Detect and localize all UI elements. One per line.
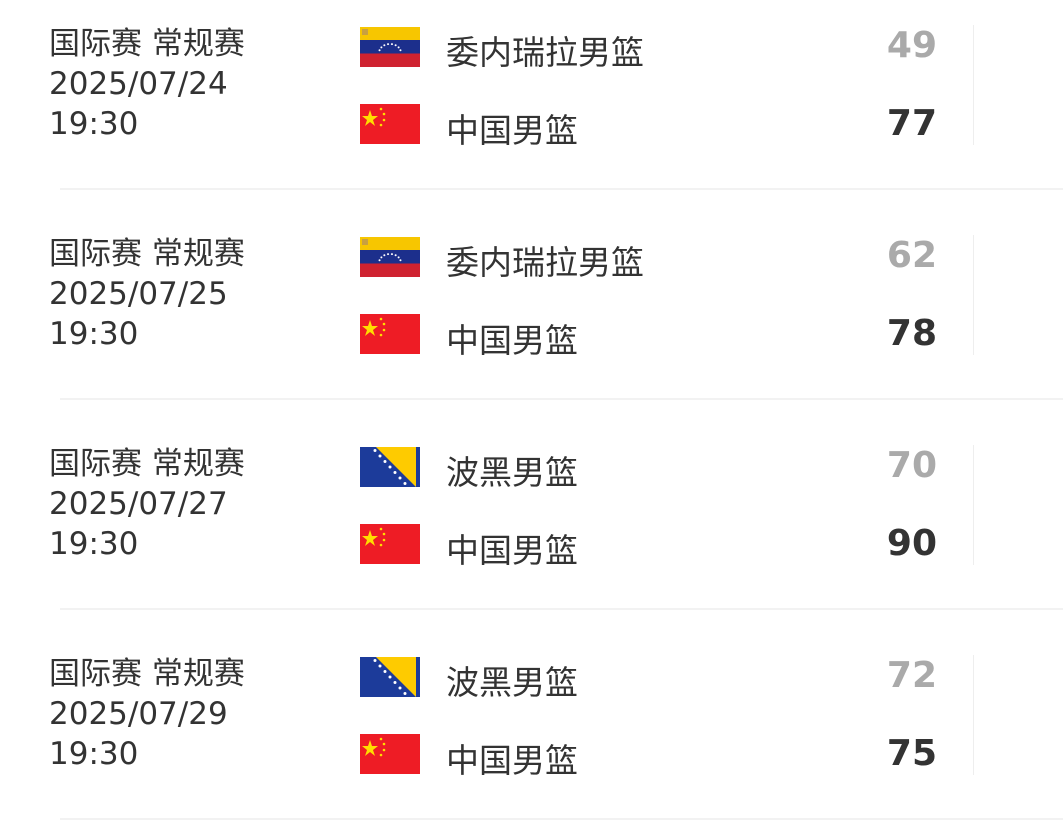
league-label: 国际赛 常规赛 xyxy=(49,656,245,692)
china-flag-icon xyxy=(360,524,420,564)
match-row[interactable]: 国际赛 常规赛 2025/07/29 19:30 波黑男篮 72 中国男篮 75 xyxy=(0,630,1063,840)
league-label: 国际赛 常规赛 xyxy=(49,236,245,272)
away-team-score: 78 xyxy=(886,313,937,354)
match-date: 2025/07/24 xyxy=(49,66,228,102)
venezuela-flag-icon xyxy=(360,237,420,277)
china-flag-icon xyxy=(360,734,420,774)
match-date: 2025/07/25 xyxy=(49,276,228,312)
home-team-score: 62 xyxy=(886,235,937,276)
home-team-score: 49 xyxy=(886,25,937,66)
match-info: 国际赛 常规赛 2025/07/25 19:30 xyxy=(49,234,245,354)
china-flag-icon xyxy=(360,314,420,354)
match-time: 19:30 xyxy=(49,106,139,142)
away-team-score: 75 xyxy=(886,733,937,774)
away-team-name: 中国男篮 xyxy=(446,531,578,570)
home-team-name: 波黑男篮 xyxy=(446,453,578,492)
home-team-name: 波黑男篮 xyxy=(446,663,578,702)
match-row[interactable]: 国际赛 常规赛 2025/07/27 19:30 波黑男篮 70 中国男篮 90 xyxy=(0,420,1063,630)
home-team-score: 72 xyxy=(886,655,937,696)
column-divider xyxy=(973,25,974,145)
league-label: 国际赛 常规赛 xyxy=(49,26,245,62)
row-divider xyxy=(60,188,1063,190)
match-time: 19:30 xyxy=(49,526,139,562)
match-time: 19:30 xyxy=(49,736,139,772)
away-team-name: 中国男篮 xyxy=(446,741,578,780)
row-divider xyxy=(60,398,1063,400)
venezuela-flag-icon xyxy=(360,27,420,67)
china-flag-icon xyxy=(360,104,420,144)
home-team-score: 70 xyxy=(886,445,937,486)
bosnia-flag-icon xyxy=(360,447,420,487)
home-team-name: 委内瑞拉男篮 xyxy=(446,33,644,72)
away-team-score: 90 xyxy=(886,523,937,564)
match-info: 国际赛 常规赛 2025/07/29 19:30 xyxy=(49,654,245,774)
match-info: 国际赛 常规赛 2025/07/27 19:30 xyxy=(49,444,245,564)
match-info: 国际赛 常规赛 2025/07/24 19:30 xyxy=(49,24,245,144)
home-team-name: 委内瑞拉男篮 xyxy=(446,243,644,282)
match-row[interactable]: 国际赛 常规赛 2025/07/25 19:30 委内瑞拉男篮 62 中国男篮 … xyxy=(0,210,1063,420)
column-divider xyxy=(973,655,974,775)
league-label: 国际赛 常规赛 xyxy=(49,446,245,482)
away-team-name: 中国男篮 xyxy=(446,111,578,150)
column-divider xyxy=(973,235,974,355)
match-row[interactable]: 国际赛 常规赛 2025/07/24 19:30 委内瑞拉男篮 49 中国男篮 … xyxy=(0,0,1063,210)
match-date: 2025/07/27 xyxy=(49,486,228,522)
match-time: 19:30 xyxy=(49,316,139,352)
column-divider xyxy=(973,445,974,565)
row-divider xyxy=(60,608,1063,610)
away-team-score: 77 xyxy=(886,103,937,144)
bosnia-flag-icon xyxy=(360,657,420,697)
match-date: 2025/07/29 xyxy=(49,696,228,732)
away-team-name: 中国男篮 xyxy=(446,321,578,360)
row-divider xyxy=(60,818,1063,820)
